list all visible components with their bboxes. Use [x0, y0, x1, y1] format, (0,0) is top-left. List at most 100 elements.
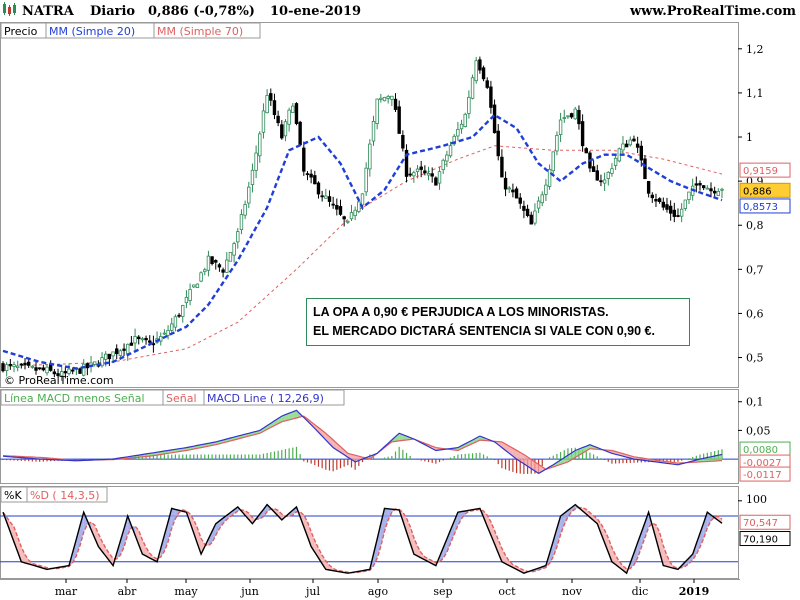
legend-macd-hist: Línea MACD menos Señal	[4, 392, 145, 405]
stoch-cloud	[388, 508, 392, 520]
candle	[511, 183, 515, 198]
candle	[269, 88, 273, 106]
candle	[45, 364, 49, 376]
candle	[573, 106, 577, 120]
candle	[441, 158, 445, 175]
candle	[569, 112, 574, 119]
svg-text:0,9159: 0,9159	[743, 166, 778, 177]
macd-cloud	[461, 443, 466, 449]
candle	[313, 170, 317, 185]
candle	[540, 191, 544, 207]
macd-cloud	[714, 455, 719, 462]
price-tick-label: 1,2	[746, 43, 764, 56]
candle	[349, 204, 354, 221]
macd-line	[2, 409, 723, 475]
stoch-y-axis: 100 70,547 70,190	[738, 493, 791, 547]
legend-macd-line: MACD Line ( 12,26,9)	[207, 392, 324, 405]
candle	[4, 362, 9, 377]
candle	[243, 200, 247, 220]
candle	[368, 139, 372, 177]
price-tick-label: 0,5	[746, 352, 764, 365]
candle	[298, 120, 302, 146]
candle	[514, 186, 519, 199]
candle	[221, 267, 225, 278]
stoch-cloud	[17, 537, 22, 562]
candle	[716, 188, 721, 196]
stoch-cloud	[278, 510, 282, 520]
svg-text:-0,0117: -0,0117	[743, 470, 782, 481]
candle	[408, 167, 412, 178]
candle	[291, 102, 295, 114]
stoch-cloud	[14, 527, 18, 552]
legend-k: %K	[4, 489, 22, 502]
candle	[195, 283, 200, 288]
candle	[316, 181, 321, 199]
macd-cloud	[534, 461, 539, 474]
candle	[525, 204, 530, 218]
stoch-cloud	[384, 508, 389, 532]
candle	[397, 100, 401, 134]
legend-d: %D ( 14,3,5)	[30, 489, 100, 502]
candle	[26, 359, 31, 368]
candle	[452, 133, 456, 146]
candle	[239, 209, 244, 235]
macd-cloud	[527, 456, 532, 469]
candle	[12, 361, 16, 373]
stoch-cloud	[457, 511, 462, 526]
candle	[632, 135, 636, 142]
candle	[635, 136, 640, 154]
candle	[522, 200, 526, 219]
stoch-cloud	[83, 512, 88, 533]
stoch-cloud	[446, 530, 451, 553]
header-bar: NATRA Diario 0,886 (-0,78%) 10-ene-2019 …	[3, 2, 796, 19]
svg-text:-0,0027: -0,0027	[743, 458, 782, 469]
stoch-cloud	[637, 532, 642, 558]
legend-ma20: MM (Simple 20)	[49, 25, 135, 38]
price-tick-label: 1,1	[746, 87, 764, 100]
candle	[302, 141, 306, 176]
macd-cloud	[707, 456, 711, 462]
candle	[247, 181, 251, 209]
candle	[679, 203, 684, 223]
candle	[437, 166, 442, 190]
candle	[467, 90, 471, 119]
stoch-cloud	[76, 525, 81, 556]
stoch-cloud	[10, 522, 15, 542]
candle	[327, 190, 332, 207]
x-tick-label: sep	[433, 585, 452, 598]
macd-y-axis: 0,1 0,05 0,0080 -0,0027-0,0117	[738, 396, 791, 482]
candle	[254, 145, 258, 179]
candle	[283, 119, 288, 142]
candle	[434, 176, 438, 186]
candle	[481, 65, 486, 82]
stoch-cloud	[663, 545, 667, 567]
candle	[34, 360, 38, 375]
candle	[342, 215, 346, 227]
candle	[133, 328, 137, 351]
candle	[89, 355, 93, 373]
candle	[544, 178, 548, 202]
candle	[107, 353, 112, 366]
ma20-line	[2, 113, 723, 370]
candle	[379, 93, 383, 103]
candle	[485, 77, 489, 90]
site-label[interactable]: www.ProRealTime.com	[629, 4, 796, 19]
price-tick-label: 0,7	[746, 263, 764, 276]
candle	[371, 115, 376, 146]
quote-label: 0,886 (-0,78%)	[148, 4, 255, 19]
candle	[533, 203, 537, 226]
stoch-cloud	[164, 521, 169, 552]
x-tick-label: jun	[239, 585, 259, 598]
candle	[37, 367, 42, 371]
candle	[48, 360, 53, 372]
candle	[701, 185, 706, 191]
stoch-cloud	[201, 538, 205, 555]
stoch-cloud	[718, 516, 722, 524]
candle	[412, 170, 416, 183]
candle	[430, 167, 434, 183]
stoch-cloud	[230, 509, 235, 517]
candle	[668, 200, 673, 221]
candle	[529, 211, 533, 225]
candle	[305, 171, 310, 181]
